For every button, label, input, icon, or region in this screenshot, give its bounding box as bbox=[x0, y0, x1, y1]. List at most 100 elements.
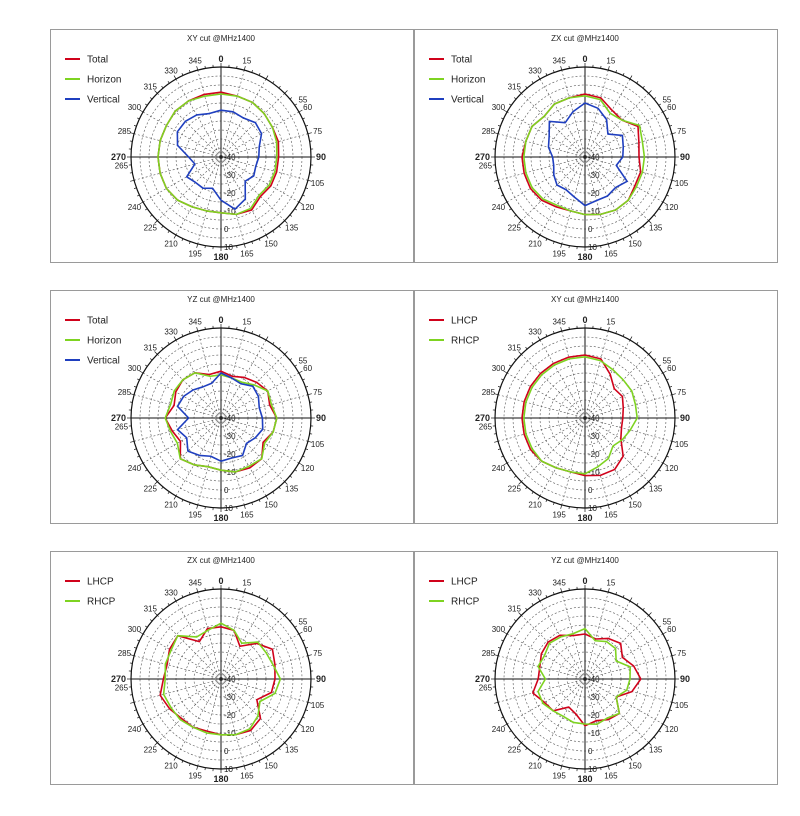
ring-tick bbox=[258, 334, 261, 337]
ring-tick bbox=[537, 336, 541, 341]
ring-tick bbox=[272, 752, 275, 755]
angle-tick-label: 315 bbox=[508, 82, 522, 91]
angle-tick-label: 300 bbox=[492, 364, 506, 373]
ring-tick bbox=[130, 132, 135, 135]
ring-tick bbox=[648, 351, 652, 355]
angle-tick-label: 135 bbox=[285, 485, 299, 494]
grid-spoke bbox=[497, 655, 586, 680]
ring-tick bbox=[629, 234, 633, 239]
angle-tick-label: 75 bbox=[677, 649, 686, 658]
ring-tick bbox=[265, 756, 269, 761]
grid-spoke bbox=[521, 417, 586, 482]
ring-tick bbox=[497, 125, 501, 127]
polar-chart-panel: ZX cut @MHz1400 0 15 55 60 75 90 105 120 135 150 16… bbox=[50, 551, 414, 785]
grid-spoke bbox=[561, 417, 586, 506]
ring-tick bbox=[181, 334, 184, 337]
radial-tick-label: -20 bbox=[588, 450, 600, 459]
ring-tick bbox=[243, 588, 246, 593]
ring-tick bbox=[243, 66, 246, 71]
ring-tick bbox=[518, 351, 522, 355]
ring-tick bbox=[666, 716, 669, 719]
ring-tick bbox=[545, 238, 548, 241]
angle-tick-label: 195 bbox=[552, 511, 566, 520]
angle-tick-label: 135 bbox=[649, 485, 663, 494]
ring-tick bbox=[265, 75, 269, 80]
ring-tick bbox=[298, 370, 303, 374]
angle-tick-label: 120 bbox=[301, 464, 315, 473]
ring-tick bbox=[298, 631, 303, 635]
radial-tick-label: -10 bbox=[224, 729, 236, 738]
ring-tick bbox=[305, 709, 309, 711]
ring-tick bbox=[537, 597, 541, 602]
ring-tick bbox=[642, 747, 645, 751]
angle-tick-label: 345 bbox=[552, 317, 566, 326]
grid-spoke bbox=[539, 156, 586, 236]
angle-tick-label: 300 bbox=[492, 625, 506, 634]
ring-tick bbox=[662, 631, 667, 635]
grid-spoke bbox=[220, 156, 267, 236]
ring-tick bbox=[251, 591, 253, 595]
angle-tick-label: 15 bbox=[606, 56, 615, 65]
grid-spoke bbox=[506, 156, 586, 203]
legend-label: LHCP bbox=[451, 577, 478, 588]
legend-label: Vertical bbox=[451, 95, 484, 106]
ring-tick bbox=[622, 760, 625, 763]
grid-spoke bbox=[197, 591, 222, 680]
ring-tick bbox=[607, 765, 610, 770]
ring-tick bbox=[137, 378, 140, 381]
grid-spoke bbox=[539, 678, 586, 758]
ring-tick bbox=[671, 132, 676, 135]
radial-tick-label: -20 bbox=[588, 711, 600, 720]
ring-tick bbox=[139, 109, 144, 113]
ring-tick bbox=[607, 66, 610, 71]
grid-spoke bbox=[175, 678, 222, 758]
radial-tick-label: -40 bbox=[224, 675, 236, 684]
ring-tick bbox=[289, 619, 293, 622]
ring-tick bbox=[258, 238, 261, 241]
ring-tick bbox=[525, 486, 528, 490]
radial-tick-label: -10 bbox=[588, 468, 600, 477]
grid-spoke bbox=[133, 655, 222, 680]
angle-tick-label: 270 bbox=[111, 413, 126, 423]
ring-tick bbox=[653, 214, 657, 217]
angle-tick-label: 75 bbox=[677, 127, 686, 136]
ring-tick bbox=[189, 330, 191, 334]
grid-spoke bbox=[521, 156, 586, 221]
ring-tick bbox=[615, 591, 617, 595]
angle-tick-label: 60 bbox=[667, 625, 676, 634]
ring-tick bbox=[501, 455, 504, 458]
ring-tick bbox=[251, 763, 253, 767]
grid-spoke bbox=[157, 417, 222, 482]
ring-tick bbox=[497, 647, 501, 649]
ring-tick bbox=[137, 716, 140, 719]
ring-tick bbox=[243, 504, 246, 509]
ring-tick bbox=[196, 327, 199, 332]
grid-spoke bbox=[220, 600, 267, 680]
angle-tick-label: 225 bbox=[508, 224, 522, 233]
ring-tick bbox=[501, 378, 504, 381]
ring-tick bbox=[284, 612, 288, 616]
ring-tick bbox=[525, 346, 528, 350]
ring-tick bbox=[145, 625, 148, 628]
ring-tick bbox=[669, 647, 673, 649]
grid-spoke bbox=[142, 678, 222, 725]
grid-spoke bbox=[197, 156, 222, 245]
grid-spoke bbox=[157, 615, 222, 680]
radial-tick-label: -10 bbox=[588, 207, 600, 216]
angle-tick-label: 120 bbox=[301, 725, 315, 734]
series-line-horizon bbox=[523, 95, 646, 216]
grid-spoke bbox=[584, 111, 664, 158]
ring-tick bbox=[497, 448, 501, 450]
grid-spoke bbox=[561, 330, 586, 419]
ring-tick bbox=[509, 364, 512, 367]
ring-tick bbox=[648, 742, 652, 746]
grid-spoke bbox=[584, 78, 631, 158]
radial-tick-label: -20 bbox=[224, 450, 236, 459]
ring-tick bbox=[669, 386, 673, 388]
legend-label: LHCP bbox=[451, 316, 478, 327]
ring-tick bbox=[531, 752, 534, 755]
angle-tick-label: 315 bbox=[144, 82, 158, 91]
radial-tick-label: -40 bbox=[588, 414, 600, 423]
